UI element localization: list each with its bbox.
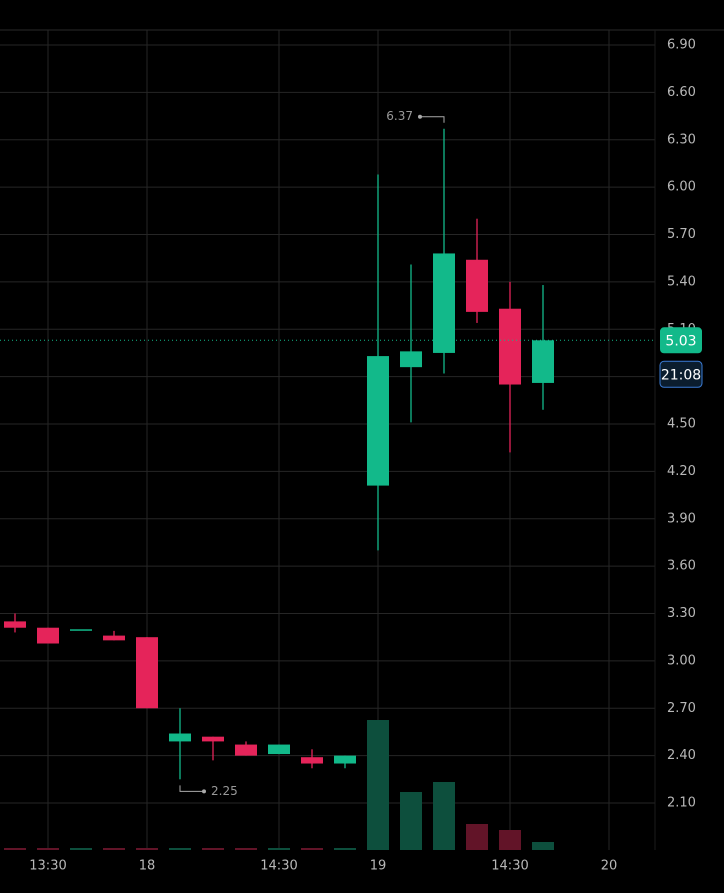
y-tick-label: 4.20 (667, 464, 696, 479)
last-price-badge (660, 327, 702, 354)
candle-body (268, 744, 290, 755)
y-tick-label: 2.40 (667, 748, 696, 763)
volume-bar (169, 848, 191, 850)
countdown-label: 21:08 (661, 367, 701, 383)
volume-bar (433, 782, 455, 850)
volume-bar (334, 848, 356, 850)
y-tick-label: 5.40 (667, 274, 696, 289)
candle-body (202, 736, 224, 742)
countdown-badge (659, 360, 703, 388)
candle-body (235, 744, 257, 756)
y-tick-label: 3.90 (667, 511, 696, 526)
candle-body (367, 356, 389, 486)
volume-bar (37, 848, 59, 850)
volume-bar (235, 848, 257, 850)
volume-bar (136, 848, 158, 850)
x-tick-label: 19 (370, 859, 387, 874)
y-tick-label: 3.00 (667, 653, 696, 668)
y-tick-label: 4.50 (667, 417, 696, 432)
candle-body (433, 253, 455, 353)
x-tick-label: 14:30 (260, 859, 297, 874)
volume-bar (103, 848, 125, 850)
volume-bar (532, 842, 554, 850)
y-tick-label: 5.70 (667, 227, 696, 242)
y-tick-label: 6.30 (667, 132, 696, 147)
candle-body (499, 308, 521, 385)
volume-bar (268, 848, 290, 850)
candle-body (466, 259, 488, 312)
high-marker-dot (418, 114, 422, 119)
candle-body (301, 757, 323, 764)
x-tick-label: 18 (139, 859, 156, 874)
candle-body (103, 635, 125, 641)
candle-body (136, 637, 158, 709)
volume-bar (466, 824, 488, 850)
candle-body (70, 629, 92, 631)
volume-bar (4, 848, 26, 850)
y-tick-label: 3.30 (667, 606, 696, 621)
volume-bar (70, 848, 92, 850)
last-price-label: 5.03 (665, 333, 696, 349)
low-label: 2.25 (211, 784, 238, 798)
volume-bar (301, 848, 323, 850)
low-marker-dot (202, 789, 206, 794)
candle-body (169, 733, 191, 742)
candle-body (400, 351, 422, 368)
high-label: 6.37 (386, 109, 413, 123)
candle-body (4, 621, 26, 628)
x-tick-label: 20 (601, 859, 618, 874)
x-tick-label: 14:30 (491, 859, 528, 874)
high-marker (420, 116, 445, 123)
candle-body (532, 340, 554, 383)
y-tick-label: 6.60 (667, 85, 696, 100)
volume-bar (202, 848, 224, 850)
low-marker (179, 785, 204, 792)
volume-bar (367, 720, 389, 850)
y-tick-label: 6.90 (667, 38, 696, 53)
candle-body (37, 627, 59, 644)
candle-body (334, 755, 356, 764)
y-tick-label: 3.60 (667, 559, 696, 574)
y-tick-label: 6.00 (667, 180, 696, 195)
y-tick-label: 2.10 (667, 796, 696, 811)
volume-bar (400, 792, 422, 850)
x-tick-label: 13:30 (29, 859, 66, 874)
volume-bar (499, 830, 521, 850)
y-tick-label: 2.70 (667, 701, 696, 716)
